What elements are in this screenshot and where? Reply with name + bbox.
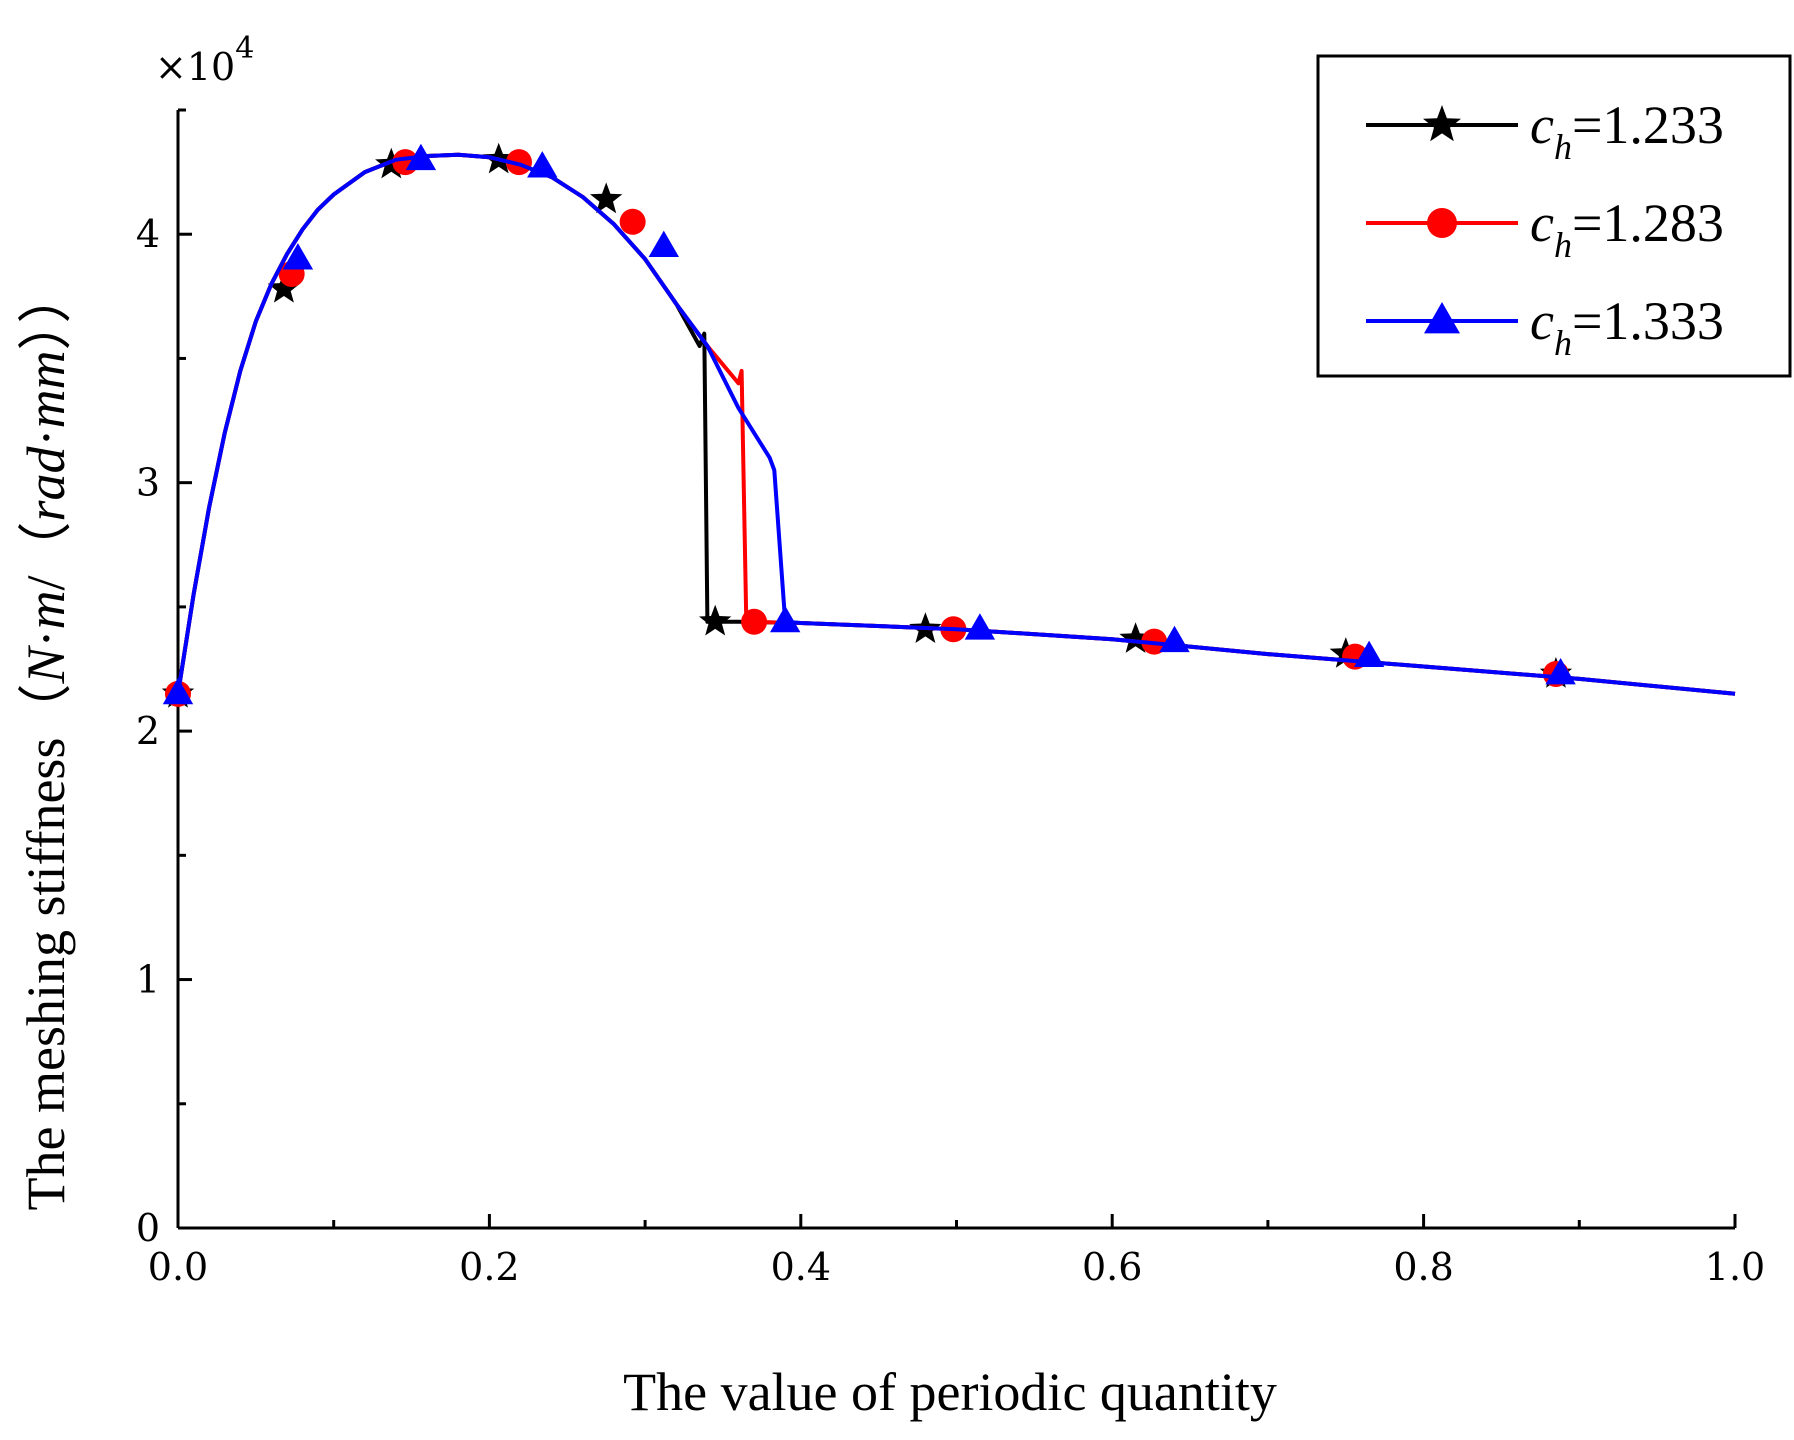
y-tick-label: 0 [136,1206,160,1250]
data-point [1353,640,1385,667]
x-tick-label: 0.8 [1393,1245,1453,1289]
legend-item: ch=1.233 [1366,95,1724,167]
y-tick-label: 2 [136,709,160,753]
data-point [619,208,646,235]
data-point [964,613,996,640]
x-tick-label: 0.0 [148,1245,208,1289]
y-multiplier: ×104 [155,31,254,89]
legend-label: ch=1.333 [1530,291,1724,363]
data-point [267,271,300,303]
y-tick-label: 1 [136,958,160,1002]
series-triangle [162,143,1736,705]
legend-item: ch=1.283 [1366,193,1724,265]
x-tick-label: 0.2 [459,1245,519,1289]
data-point [741,608,768,635]
data-point [405,143,437,171]
data-point [648,230,679,257]
legend-marker [1424,302,1460,334]
data-point [162,677,194,705]
x-axis-title: The value of periodic quantity [623,1362,1277,1422]
legend-marker [1427,208,1457,238]
data-point [527,151,558,178]
legend-item: ch=1.333 [1366,291,1724,363]
series-layer [161,142,1736,708]
data-point [770,605,801,633]
data-point [1159,625,1190,653]
legend-label: ch=1.283 [1530,193,1724,265]
x-tick-label: 1.0 [1705,1245,1765,1289]
y-tick-label: 3 [136,461,160,505]
y-axis-title: The meshing stiffness（N·m/（rad·mm）） [16,270,76,1211]
data-point [699,604,732,636]
legend-marker [1423,105,1461,142]
y-tick-label: 4 [136,212,160,256]
data-point [282,243,314,270]
data-point [1119,622,1152,653]
axes: 0.0 0.2 0.4 0.6 0.8 1.0 0 1 2 3 4 [136,108,1765,1289]
x-tick-label: 0.6 [1082,1245,1142,1289]
x-tick-label: 0.4 [771,1245,831,1289]
data-point [1545,658,1576,685]
data-point [590,182,623,214]
legend: ch=1.233 ch=1.283 ch=1.333 [1316,54,1792,378]
legend-label: ch=1.233 [1530,95,1724,167]
